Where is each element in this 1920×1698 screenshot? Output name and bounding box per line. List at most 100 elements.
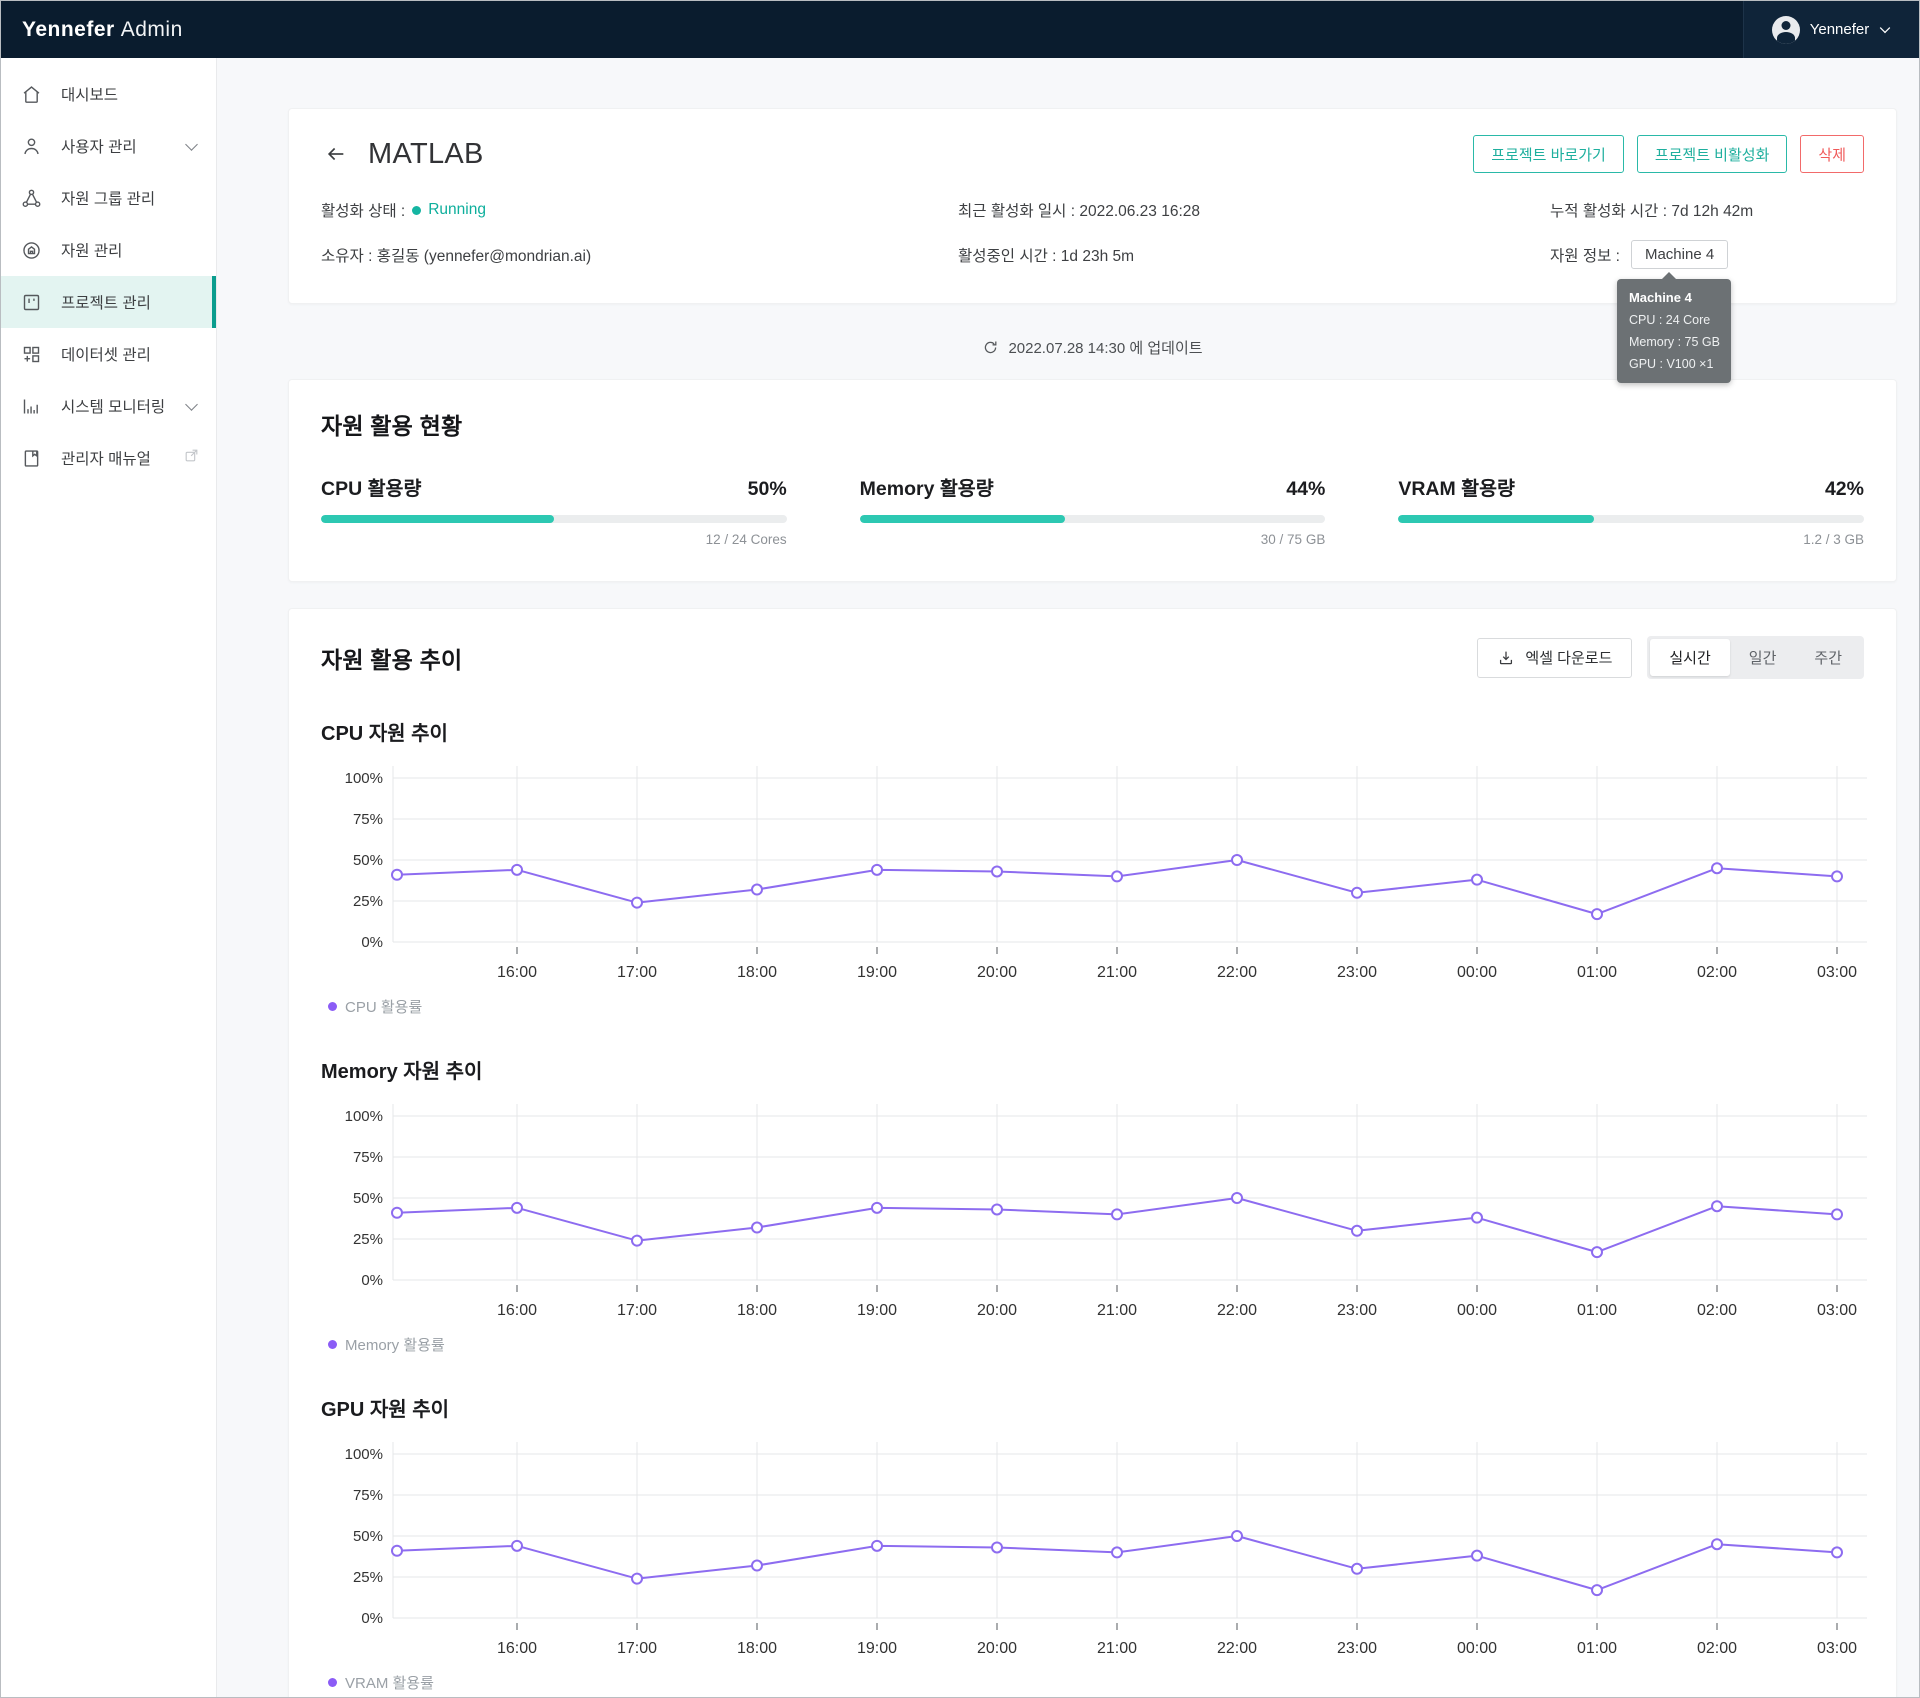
svg-text:25%: 25% [353, 1231, 383, 1248]
svg-text:100%: 100% [345, 770, 383, 787]
sidebar-item-label: 시스템 모니터링 [61, 399, 166, 416]
svg-text:01:00: 01:00 [1577, 1302, 1617, 1319]
svg-text:25%: 25% [353, 893, 383, 910]
project-icon [23, 294, 40, 310]
sidebar-item-monitoring[interactable]: 시스템 모니터링 [1, 380, 216, 432]
svg-text:75%: 75% [353, 1149, 383, 1166]
svg-text:50%: 50% [353, 1528, 383, 1545]
sidebar-item-label: 프로젝트 관리 [61, 295, 151, 312]
svg-text:22:00: 22:00 [1217, 964, 1257, 981]
chart-title: Memory 자원 추이 [321, 1061, 483, 1083]
svg-text:00:00: 00:00 [1457, 1640, 1497, 1657]
legend-label: VRAM 활용률 [345, 1675, 434, 1692]
total-active-time: 누적 활성화 시간 : 7d 12h 42m [1550, 203, 1754, 220]
sidebar-item-datasets[interactable]: 데이터셋 관리 [1, 328, 216, 380]
svg-text:23:00: 23:00 [1337, 1302, 1377, 1319]
user-icon [24, 137, 39, 154]
tab-daily[interactable]: 일간 [1748, 650, 1777, 667]
avatar [1771, 15, 1800, 44]
usage-sub: 30 / 75 GB [1260, 532, 1326, 547]
brand-logo: Yennefer Admin [1, 18, 183, 42]
legend-dot-icon [328, 1340, 337, 1349]
sidebar-item-label: 사용자 관리 [61, 139, 137, 156]
svg-text:17:00: 17:00 [617, 964, 657, 981]
usage-card: 자원 활용 현황 CPU 활용량 50% 12 / 24 Cores Memor… [288, 379, 1897, 582]
sidebar-item-resource-groups[interactable]: 자원 그룹 관리 [1, 172, 216, 224]
svg-text:03:00: 03:00 [1817, 964, 1857, 981]
back-button[interactable] [321, 139, 351, 169]
chart-legend: VRAM 활용률 [321, 1672, 1864, 1693]
download-icon [1500, 651, 1513, 664]
progress-fill [321, 515, 554, 523]
trend-section-title: 자원 활용 추이 [321, 646, 463, 673]
open-project-button[interactable]: 프로젝트 바로가기 [1473, 135, 1624, 173]
chart-title: CPU 자원 추이 [321, 723, 448, 745]
svg-text:00:00: 00:00 [1457, 1302, 1497, 1319]
tab-weekly[interactable]: 주간 [1814, 650, 1842, 667]
tab-realtime[interactable]: 실시간 [1650, 639, 1730, 676]
legend-label: CPU 활용률 [345, 999, 423, 1016]
svg-text:100%: 100% [345, 1108, 383, 1125]
sidebar-item-label: 관리자 매뉴얼 [61, 451, 151, 468]
sidebar-item-label: 자원 그룹 관리 [61, 191, 156, 208]
page-title: MATLAB [368, 137, 484, 170]
svg-text:22:00: 22:00 [1217, 1302, 1257, 1319]
last-activated: 최근 활성화 일시 : 2022.06.23 16:28 [958, 203, 1201, 220]
sidebar-item-label: 대시보드 [61, 87, 119, 104]
arrow-left-icon [327, 147, 344, 161]
chevron-down-icon [1879, 22, 1891, 33]
svg-text:17:00: 17:00 [617, 1640, 657, 1657]
machine-tooltip: Machine 4 CPU : 24 Core Memory : 75 GB G… [1616, 272, 1731, 383]
usage-block-vram: VRAM 활용량 42% 1.2 / 3 GB [1398, 472, 1864, 547]
usage-percent: 44% [1286, 478, 1326, 500]
svg-text:03:00: 03:00 [1817, 1640, 1857, 1657]
chart-legend: Memory 활용률 [321, 1334, 1864, 1355]
svg-text:03:00: 03:00 [1817, 1302, 1857, 1319]
svg-text:18:00: 18:00 [737, 964, 777, 981]
usage-block-cpu: CPU 활용량 50% 12 / 24 Cores [321, 472, 787, 547]
tooltip-gpu: GPU : V100 ×1 [1628, 357, 1714, 371]
svg-text:20:00: 20:00 [977, 1302, 1017, 1319]
refresh-icon[interactable] [982, 339, 999, 356]
legend-dot-icon [328, 1678, 337, 1687]
excel-download-button[interactable]: 엑셀 다운로드 [1477, 637, 1633, 678]
sidebar-item-admin-manual[interactable]: 관리자 매뉴얼 [1, 432, 216, 484]
sidebar-item-resources[interactable]: 자원 관리 [1, 224, 216, 276]
deactivate-project-button[interactable]: 프로젝트 비활성화 [1636, 135, 1788, 173]
top-header: Yennefer Admin Yennefer [1, 1, 1919, 58]
sidebar-item-projects[interactable]: 프로젝트 관리 [1, 276, 216, 328]
excel-download-label: 엑셀 다운로드 [1525, 650, 1613, 667]
svg-text:18:00: 18:00 [737, 1302, 777, 1319]
svg-text:17:00: 17:00 [617, 1302, 657, 1319]
user-menu[interactable]: Yennefer [1743, 1, 1919, 58]
trend-card: 자원 활용 추이 엑셀 다운로드 실시간 일간 주간 CPU 자원 추이 0% 2… [288, 608, 1897, 1697]
sidebar-item-label: 데이터셋 관리 [61, 347, 151, 364]
svg-text:23:00: 23:00 [1337, 964, 1377, 981]
legend-label: Memory 활용률 [345, 1337, 445, 1354]
sidebar-item-dashboard[interactable]: 대시보드 [1, 68, 216, 120]
svg-text:75%: 75% [353, 1487, 383, 1504]
brand-suffix: Admin [120, 17, 183, 41]
svg-text:00:00: 00:00 [1457, 964, 1497, 981]
machine-chip[interactable]: Machine 4 Machine 4 CPU : 24 Core Memory… [1616, 240, 1731, 383]
status-dot [412, 205, 422, 215]
user-name: Yennefer [1809, 21, 1870, 38]
usage-sub: 12 / 24 Cores [705, 532, 787, 547]
svg-text:19:00: 19:00 [857, 1640, 897, 1657]
status-label: 활성화 상태 : [321, 203, 406, 220]
svg-text:50%: 50% [353, 852, 383, 869]
svg-text:16:00: 16:00 [497, 964, 537, 981]
svg-text:19:00: 19:00 [857, 964, 897, 981]
delete-project-button[interactable]: 삭제 [1800, 135, 1864, 173]
gpu-trend-chart-block: GPU 자원 추이 0% 25% 50% 75% 100% 16:00 17:00 18:00… [321, 1393, 1867, 1693]
main-content: MATLAB 프로젝트 바로가기 프로젝트 비활성화 삭제 활성화 상태 : R… [217, 58, 1919, 1697]
sidebar-item-users[interactable]: 사용자 관리 [1, 120, 216, 172]
brand-name: Yennefer [22, 17, 115, 41]
svg-text:100%: 100% [345, 1446, 383, 1463]
status-row: 활성화 상태 : Running [321, 199, 958, 221]
progress-fill [1398, 515, 1594, 523]
resource-label: 자원 정보 : [1550, 247, 1620, 265]
cpu-trend-chart-block: CPU 자원 추이 0% 25% 50% 75% 100% 16:00 17:00 18:00… [321, 717, 1867, 1017]
progress-track [859, 515, 1326, 523]
